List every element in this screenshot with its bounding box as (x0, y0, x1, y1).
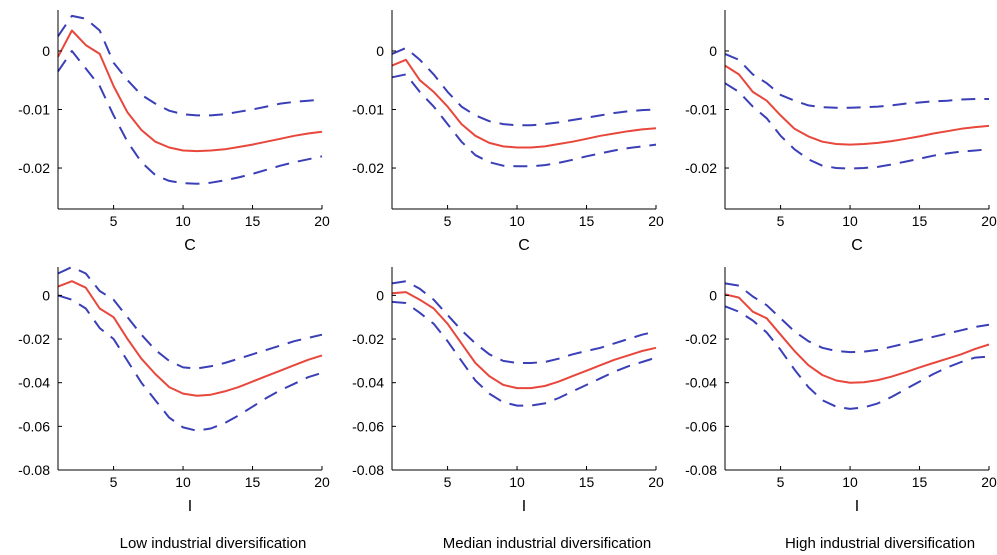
panel-1-1: 0 -0.01 -0.02 5 10 15 20 C (18, 10, 330, 254)
y-tick-label: -0.02 (685, 331, 717, 347)
upper-series-line (724, 52, 989, 109)
panel-2-1: 0 -0.02 -0.04 -0.06 -0.08 5 10 15 20 I (18, 266, 330, 515)
x-tick-label: 5 (444, 474, 452, 490)
caption-median: Median industrial diversification (443, 535, 651, 552)
x-tick-label: 15 (245, 474, 261, 490)
x-tick-label: 10 (842, 474, 858, 490)
y-tick-label: 0 (709, 287, 717, 303)
y-tick-label: -0.01 (18, 102, 50, 118)
y-tick-label: -0.06 (352, 418, 384, 434)
x-tick-label: 15 (579, 213, 595, 229)
median-series-line (391, 58, 657, 149)
upper-series-line (57, 14, 323, 117)
upper-series-line (724, 282, 990, 354)
x-tick-label: 15 (912, 474, 928, 490)
x-tick-label: 20 (981, 474, 997, 490)
upper-series-line (391, 47, 657, 127)
y-tick-label: -0.08 (352, 462, 384, 478)
caption-high: High industrial diversification (785, 535, 975, 552)
x-tick-label: 20 (648, 213, 664, 229)
x-tick-label: 10 (842, 213, 858, 229)
upper-series-line (391, 280, 657, 364)
column-captions: Low industrial diversification Median in… (120, 535, 975, 552)
x-tick-label: 10 (509, 474, 525, 490)
y-tick-label: 0 (42, 43, 50, 59)
upper-series-line (57, 266, 323, 370)
y-tick-label: -0.02 (685, 160, 717, 176)
x-axis-label: I (522, 498, 526, 515)
y-tick-label: -0.04 (18, 375, 50, 391)
caption-low: Low industrial diversification (120, 535, 307, 552)
x-tick-label: 15 (912, 213, 928, 229)
y-tick-label: 0 (42, 287, 50, 303)
y-tick-label: 0 (376, 43, 384, 59)
x-tick-label: 20 (314, 474, 330, 490)
lower-series-line (57, 50, 323, 185)
y-tick-label: -0.04 (352, 375, 384, 391)
median-series-line (57, 29, 323, 153)
y-tick-label: -0.08 (18, 462, 50, 478)
x-tick-label: 20 (648, 474, 664, 490)
median-series-line (391, 291, 657, 390)
x-tick-label: 5 (110, 213, 118, 229)
median-series-line (724, 64, 990, 146)
y-tick-label: -0.02 (352, 160, 384, 176)
x-tick-label: 5 (444, 213, 452, 229)
x-axis-label: C (518, 237, 530, 254)
x-axis-label: I (188, 498, 192, 515)
x-tick-label: 15 (245, 213, 261, 229)
y-tick-label: -0.06 (18, 418, 50, 434)
y-tick-label: 0 (376, 287, 384, 303)
y-tick-label: 0 (709, 43, 717, 59)
panel-grid: 0 -0.01 -0.02 5 10 15 20 C 0 -0.01 -0.02 5 10 15 20 C 0 -… (18, 10, 997, 515)
panel-2-2: 0 -0.02 -0.04 -0.06 -0.08 5 10 15 20 I (352, 267, 664, 515)
y-tick-label: -0.08 (685, 462, 717, 478)
x-tick-label: 5 (777, 474, 785, 490)
x-tick-label: 10 (175, 474, 191, 490)
y-tick-label: -0.06 (685, 418, 717, 434)
y-tick-label: -0.02 (18, 160, 50, 176)
panel-2-3: 0 -0.02 -0.04 -0.06 -0.08 5 10 15 20 I (685, 267, 997, 515)
x-tick-label: 5 (110, 474, 118, 490)
x-tick-label: 5 (777, 213, 785, 229)
lower-series-line (724, 305, 990, 410)
panel-1-2: 0 -0.01 -0.02 5 10 15 20 C (352, 10, 664, 254)
median-series-line (724, 293, 990, 384)
x-axis-label: C (851, 237, 863, 254)
lower-series-line (391, 300, 657, 407)
x-tick-label: 10 (509, 213, 525, 229)
lower-series-line (724, 82, 990, 170)
x-tick-label: 20 (981, 213, 997, 229)
y-tick-label: -0.01 (352, 102, 384, 118)
x-axis-label: I (855, 498, 859, 515)
y-tick-label: -0.01 (685, 102, 717, 118)
lower-series-line (391, 73, 657, 168)
y-tick-label: -0.02 (18, 331, 50, 347)
x-tick-label: 10 (175, 213, 191, 229)
x-tick-label: 20 (314, 213, 330, 229)
x-axis-label: C (184, 237, 196, 254)
median-series-line (57, 280, 323, 397)
x-tick-label: 15 (579, 474, 595, 490)
lower-series-line (57, 294, 323, 432)
panel-1-3: 0 -0.01 -0.02 5 10 15 20 C (685, 10, 997, 254)
y-tick-label: -0.02 (352, 331, 384, 347)
y-tick-label: -0.04 (685, 375, 717, 391)
